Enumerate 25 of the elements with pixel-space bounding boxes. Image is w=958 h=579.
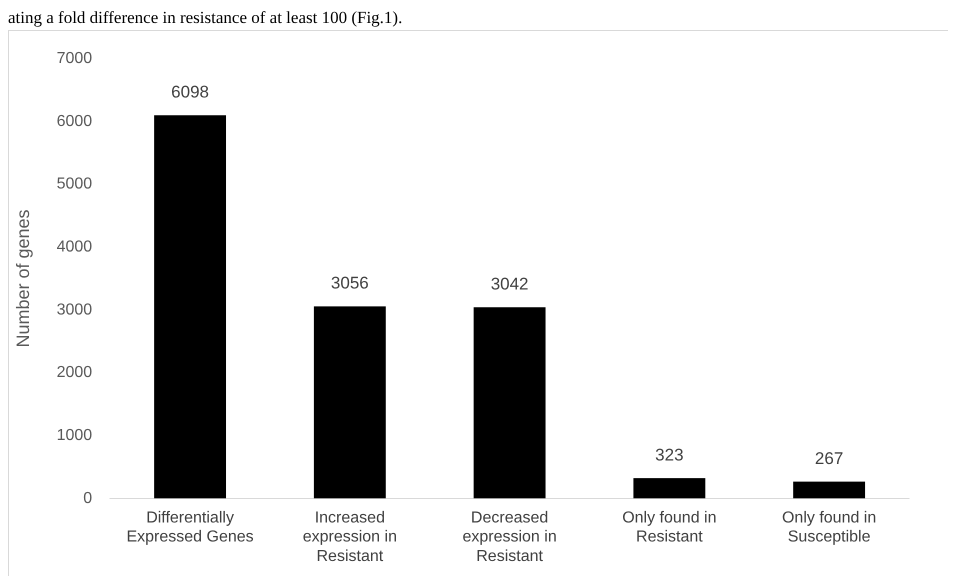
bar xyxy=(793,482,866,498)
bar xyxy=(633,478,706,498)
x-tick-label: Only found in Resistant xyxy=(622,509,716,546)
y-tick-label: 6000 xyxy=(56,112,92,130)
data-label: 3056 xyxy=(330,274,369,293)
y-tick-label: 1000 xyxy=(56,426,92,444)
y-tick-label: 7000 xyxy=(56,50,92,68)
bar xyxy=(474,307,546,498)
text: ating a fold difference in resistance of at least 100 (Fig.1). xyxy=(8,8,404,28)
bar xyxy=(154,115,226,498)
y-tick-label: 3000 xyxy=(56,301,92,318)
y-tick-label: 2000 xyxy=(56,364,92,382)
y-tick-label: 0 xyxy=(83,490,92,507)
x-tick-label: Decreased expression in Resistant xyxy=(462,509,557,565)
y-tick-label: 5000 xyxy=(56,176,92,193)
data-label: 3042 xyxy=(490,274,529,294)
y-axis-title: Number of genes xyxy=(12,209,33,348)
data-label: 6098 xyxy=(171,82,209,102)
data-label: 267 xyxy=(814,448,844,468)
x-tick-label: Increased expression in Resistant xyxy=(302,509,397,565)
x-tick-label: Only found in Susceptible xyxy=(782,509,876,546)
y-tick-label: 4000 xyxy=(56,238,92,256)
data-label: 323 xyxy=(655,445,684,464)
x-tick-label: Differentially Expressed Genes xyxy=(126,509,254,546)
bar xyxy=(314,306,386,498)
